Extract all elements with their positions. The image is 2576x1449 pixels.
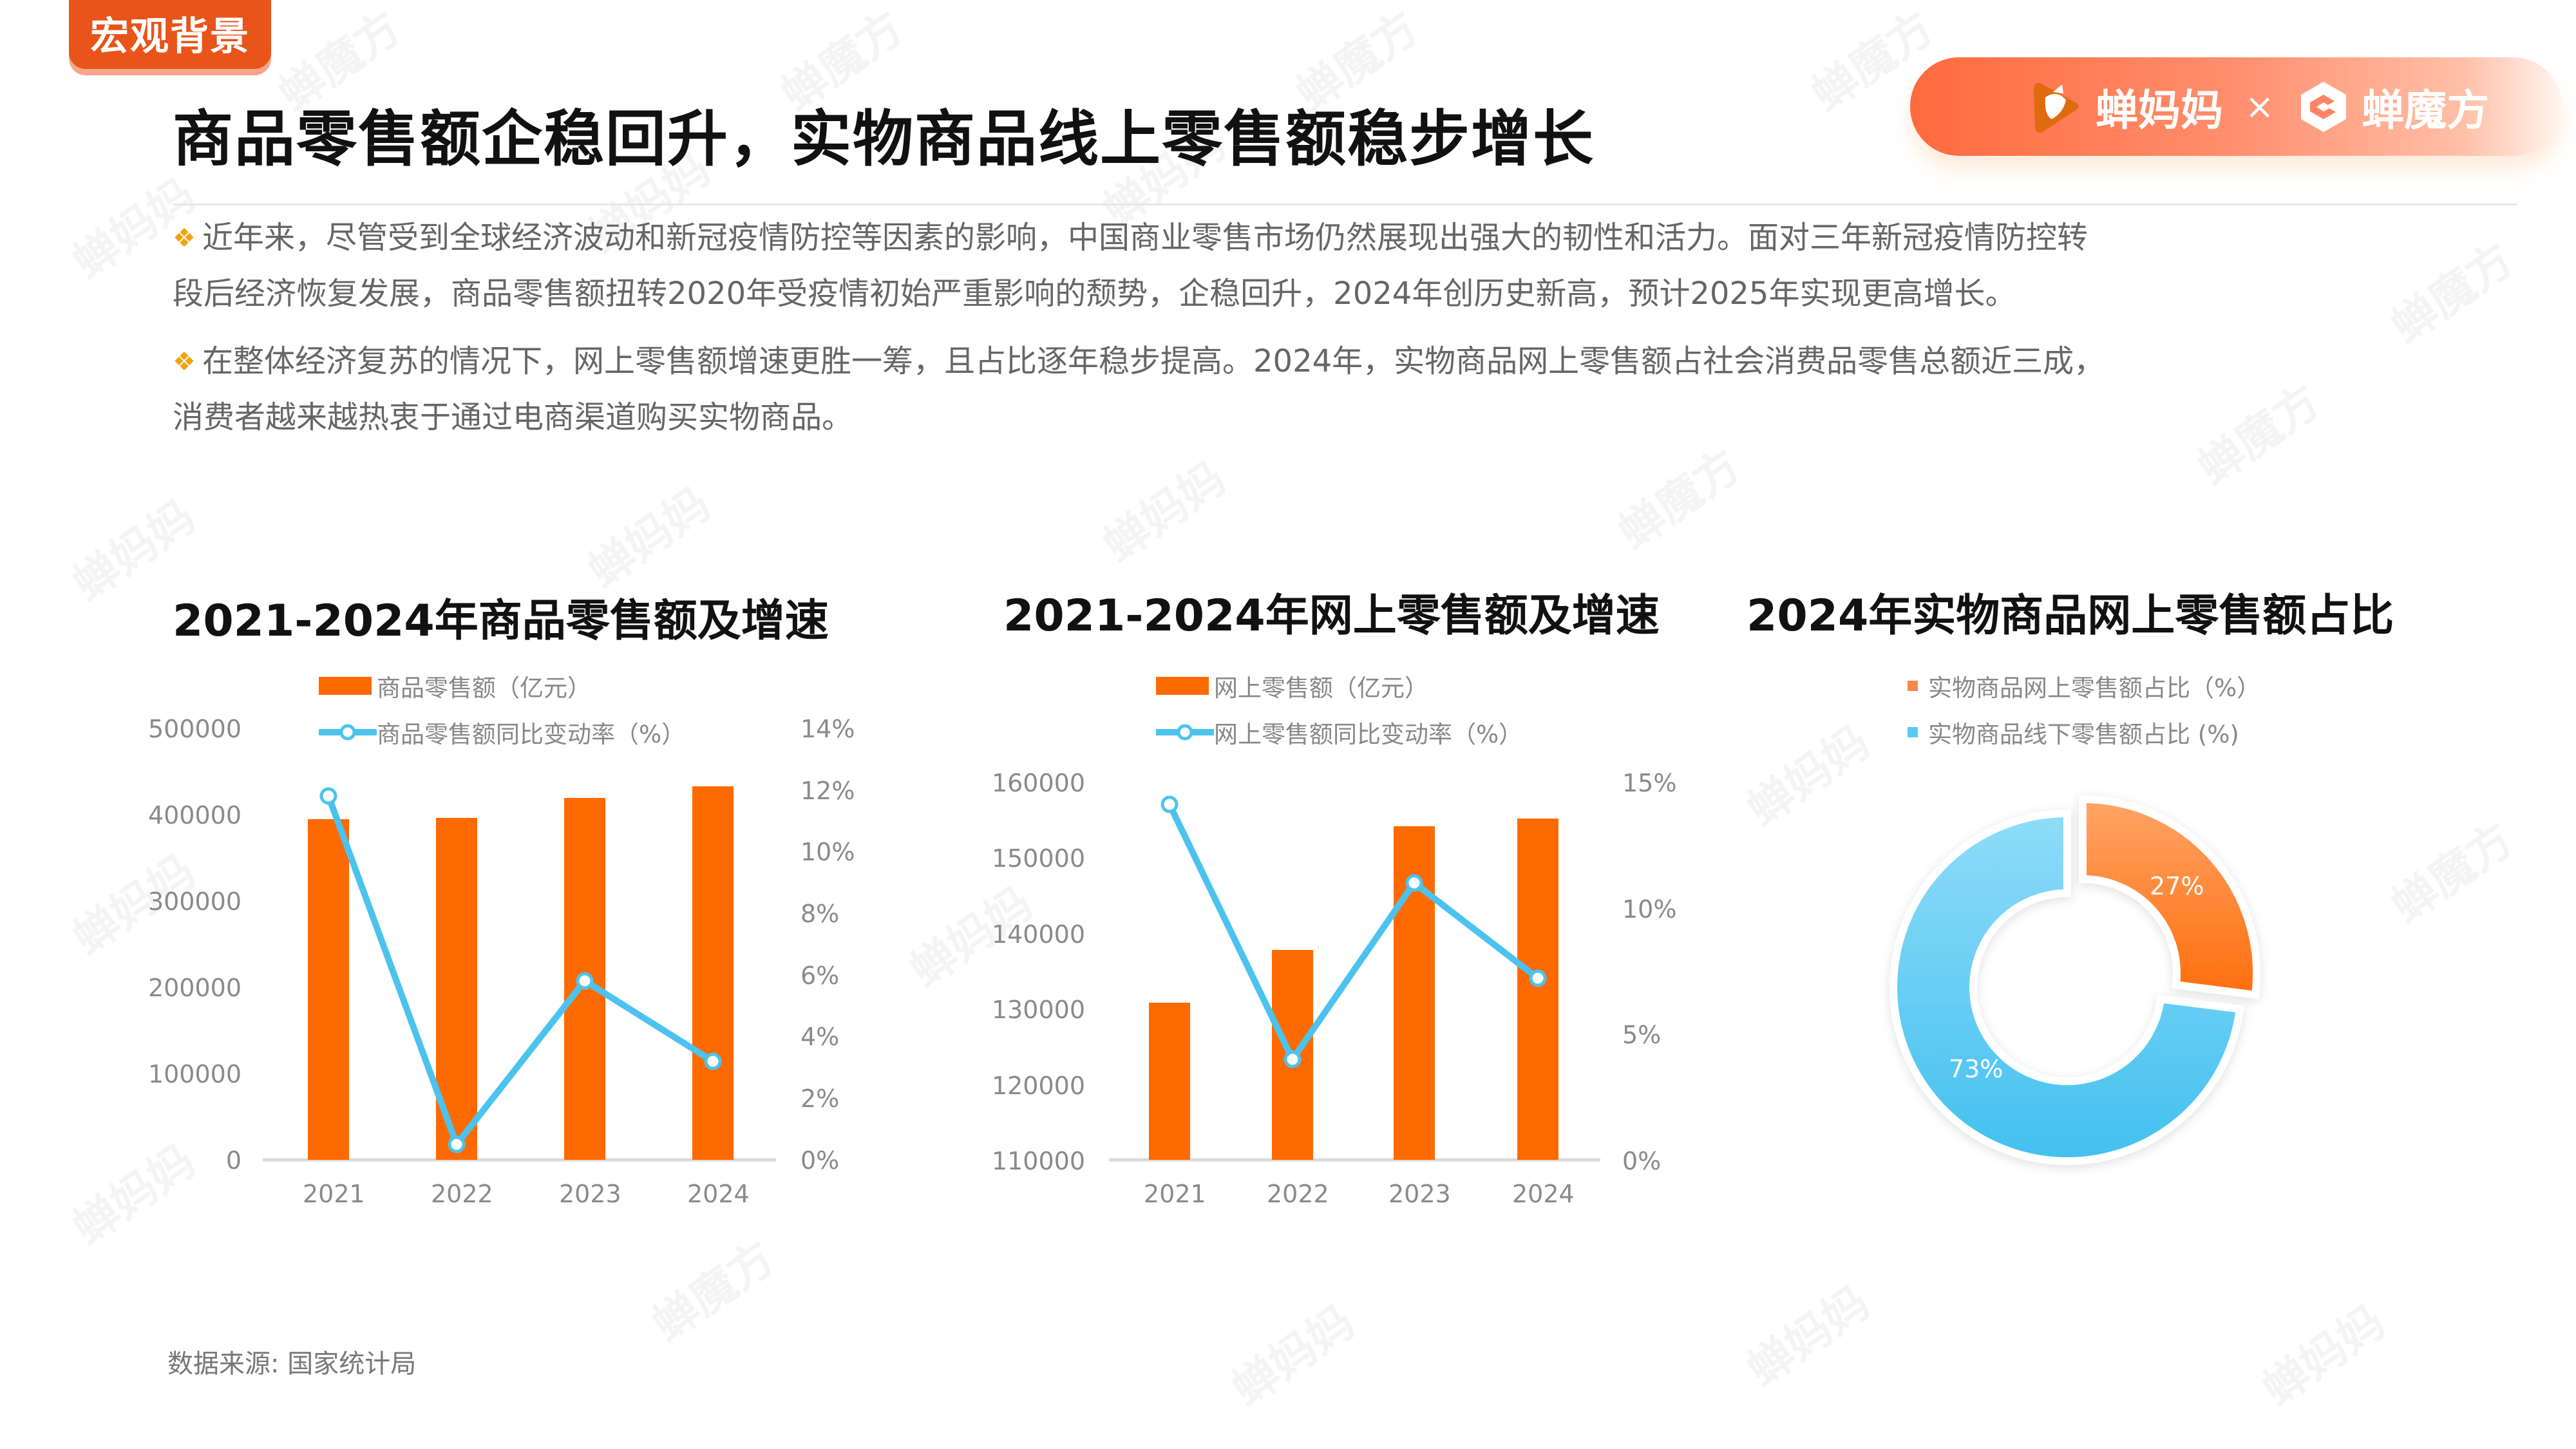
bar-2024 — [692, 786, 734, 1160]
chart-3-legend-offline: 实物商品线下零售额占比 (%) — [1908, 715, 2239, 750]
chart-1-title: 2021-2024年商品零售额及增速 — [173, 596, 829, 647]
bar-2021 — [308, 819, 349, 1160]
paw-icon: ❖ — [173, 347, 196, 377]
chart-1-right-axis: 14% 12% 10% 8% 6% 4% 2% 0% — [800, 715, 878, 1179]
paragraph-1: ❖ 近年来，尽管受到全球经济波动和新冠疫情防控等因素的影响，中国商业零售市场仍然展… — [173, 210, 2388, 321]
line-point-2022 — [448, 1135, 466, 1153]
paragraph-2: ❖ 在整体经济复苏的情况下，网上零售额增速更胜一筹，且占比逐年稳步提高。2024年… — [173, 334, 2388, 445]
tick: 100000 — [147, 1060, 242, 1088]
legend-bar-swatch — [319, 677, 372, 695]
tick: 10% — [800, 838, 855, 866]
legend-line-marker-icon — [319, 724, 377, 741]
tick: 400000 — [147, 801, 242, 829]
donut-label-offline: 73% — [1949, 1055, 2003, 1083]
legend-bar-swatch — [1156, 677, 1209, 695]
section-tag-label: 宏观背景 — [90, 14, 250, 59]
donut-segment-online — [2079, 795, 2260, 999]
line-point-2022 — [1283, 1050, 1302, 1068]
page-title: 商品零售额企稳回升，实物商品线上零售额稳步增长 — [173, 104, 1595, 175]
tick: 0% — [1622, 1147, 1662, 1175]
legend-swatch-offline — [1908, 727, 1918, 737]
legend-label-online: 实物商品网上零售额占比（%） — [1928, 674, 2261, 702]
paw-icon: ❖ — [173, 223, 196, 253]
paragraph-2-line-1: 在整体经济复苏的情况下，网上零售额增速更胜一筹，且占比逐年稳步提高。2024年，… — [202, 343, 2105, 379]
chart-1-legend-bar: 商品零售额（亿元） — [319, 668, 591, 703]
tick: 300000 — [147, 887, 242, 916]
line-point-2021 — [319, 787, 337, 805]
tick: 120000 — [991, 1072, 1085, 1100]
tick: 150000 — [991, 844, 1085, 873]
header-divider — [173, 204, 2517, 205]
tick: 6% — [800, 961, 840, 990]
donut-label-online: 27% — [2150, 872, 2204, 900]
chart-2-legend-bar: 网上零售额（亿元） — [1156, 668, 1428, 703]
chart-2-title: 2021-2024年网上零售额及增速 — [1003, 591, 1660, 641]
bar-2024 — [1517, 819, 1558, 1160]
legend-bar-label: 网上零售额（亿元） — [1214, 674, 1428, 702]
brand-left-name: 蝉妈妈 — [2096, 85, 2223, 135]
legend-line-label: 网上零售额同比变动率（%） — [1214, 721, 1523, 748]
donut-segment-offline — [1889, 809, 2244, 1165]
line-point-2023 — [1405, 874, 1423, 892]
tick: 2% — [800, 1084, 840, 1113]
chart-2-legend-line: 网上零售额同比变动率（%） — [1156, 715, 1522, 750]
tick: 0% — [800, 1146, 840, 1175]
line-point-2021 — [1160, 795, 1179, 813]
line-point-2024 — [1529, 969, 1547, 987]
chart-1-legend-line: 商品零售额同比变动率（%） — [319, 715, 685, 750]
tick: 15% — [1622, 769, 1677, 797]
chart-2-left-axis: 160000 150000 140000 130000 120000 11000… — [966, 769, 1085, 1181]
tick: 10% — [1622, 895, 1677, 923]
line-point-2024 — [704, 1052, 722, 1070]
brand-logo-banner: 蝉妈妈 × 蝉魔方 — [1910, 57, 2562, 156]
tick: 8% — [800, 900, 840, 928]
paragraph-2-line-2: 消费者越来越热衷于通过电商渠道购买实物商品。 — [173, 399, 853, 435]
line-point-2023 — [576, 972, 594, 990]
legend-bar-label: 商品零售额（亿元） — [377, 674, 591, 702]
brand-separator: × — [2245, 86, 2275, 127]
tick: 140000 — [991, 920, 1085, 949]
tick: 0 — [225, 1146, 242, 1175]
paragraph-1-line-1: 近年来，尽管受到全球经济波动和新冠疫情防控等因素的影响，中国商业零售市场仍然展现… — [202, 220, 2088, 256]
data-source: 数据来源: 国家统计局 — [167, 1349, 417, 1379]
legend-line-label: 商品零售额同比变动率（%） — [377, 721, 686, 748]
bar-2021 — [1149, 1003, 1190, 1160]
legend-label-offline: 实物商品线下零售额占比 (%) — [1928, 721, 2239, 748]
tick: 500000 — [147, 715, 242, 743]
tick: 200000 — [147, 974, 242, 1002]
tick: 5% — [1622, 1021, 1662, 1049]
chart-2-right-axis: 15% 10% 5% 0% — [1622, 769, 1700, 1181]
chart-1-left-axis: 500000 400000 300000 200000 100000 0 — [129, 715, 242, 1179]
chart-3-title: 2024年实物商品网上零售额占比 — [1747, 591, 2394, 641]
tick: 160000 — [991, 769, 1085, 797]
paragraph-1-line-2: 段后经济恢复发展，商品零售额扭转2020年受疫情初始严重影响的颓势，企稳回升，2… — [173, 276, 2016, 312]
legend-swatch-online — [1908, 681, 1918, 691]
chart-3-legend-online: 实物商品网上零售额占比（%） — [1908, 668, 2260, 703]
tick: 4% — [800, 1023, 840, 1051]
chanmofang-logo-icon — [2301, 81, 2347, 132]
tick: 14% — [800, 715, 855, 743]
section-tag: 宏观背景 — [69, 0, 271, 69]
legend-line-marker-icon — [1156, 724, 1214, 741]
brand-right-name: 蝉魔方 — [2362, 85, 2490, 135]
tick: 110000 — [991, 1147, 1085, 1175]
tick: 130000 — [991, 996, 1085, 1024]
cicada-mom-logo-icon — [2034, 82, 2079, 133]
tick: 12% — [800, 777, 855, 805]
